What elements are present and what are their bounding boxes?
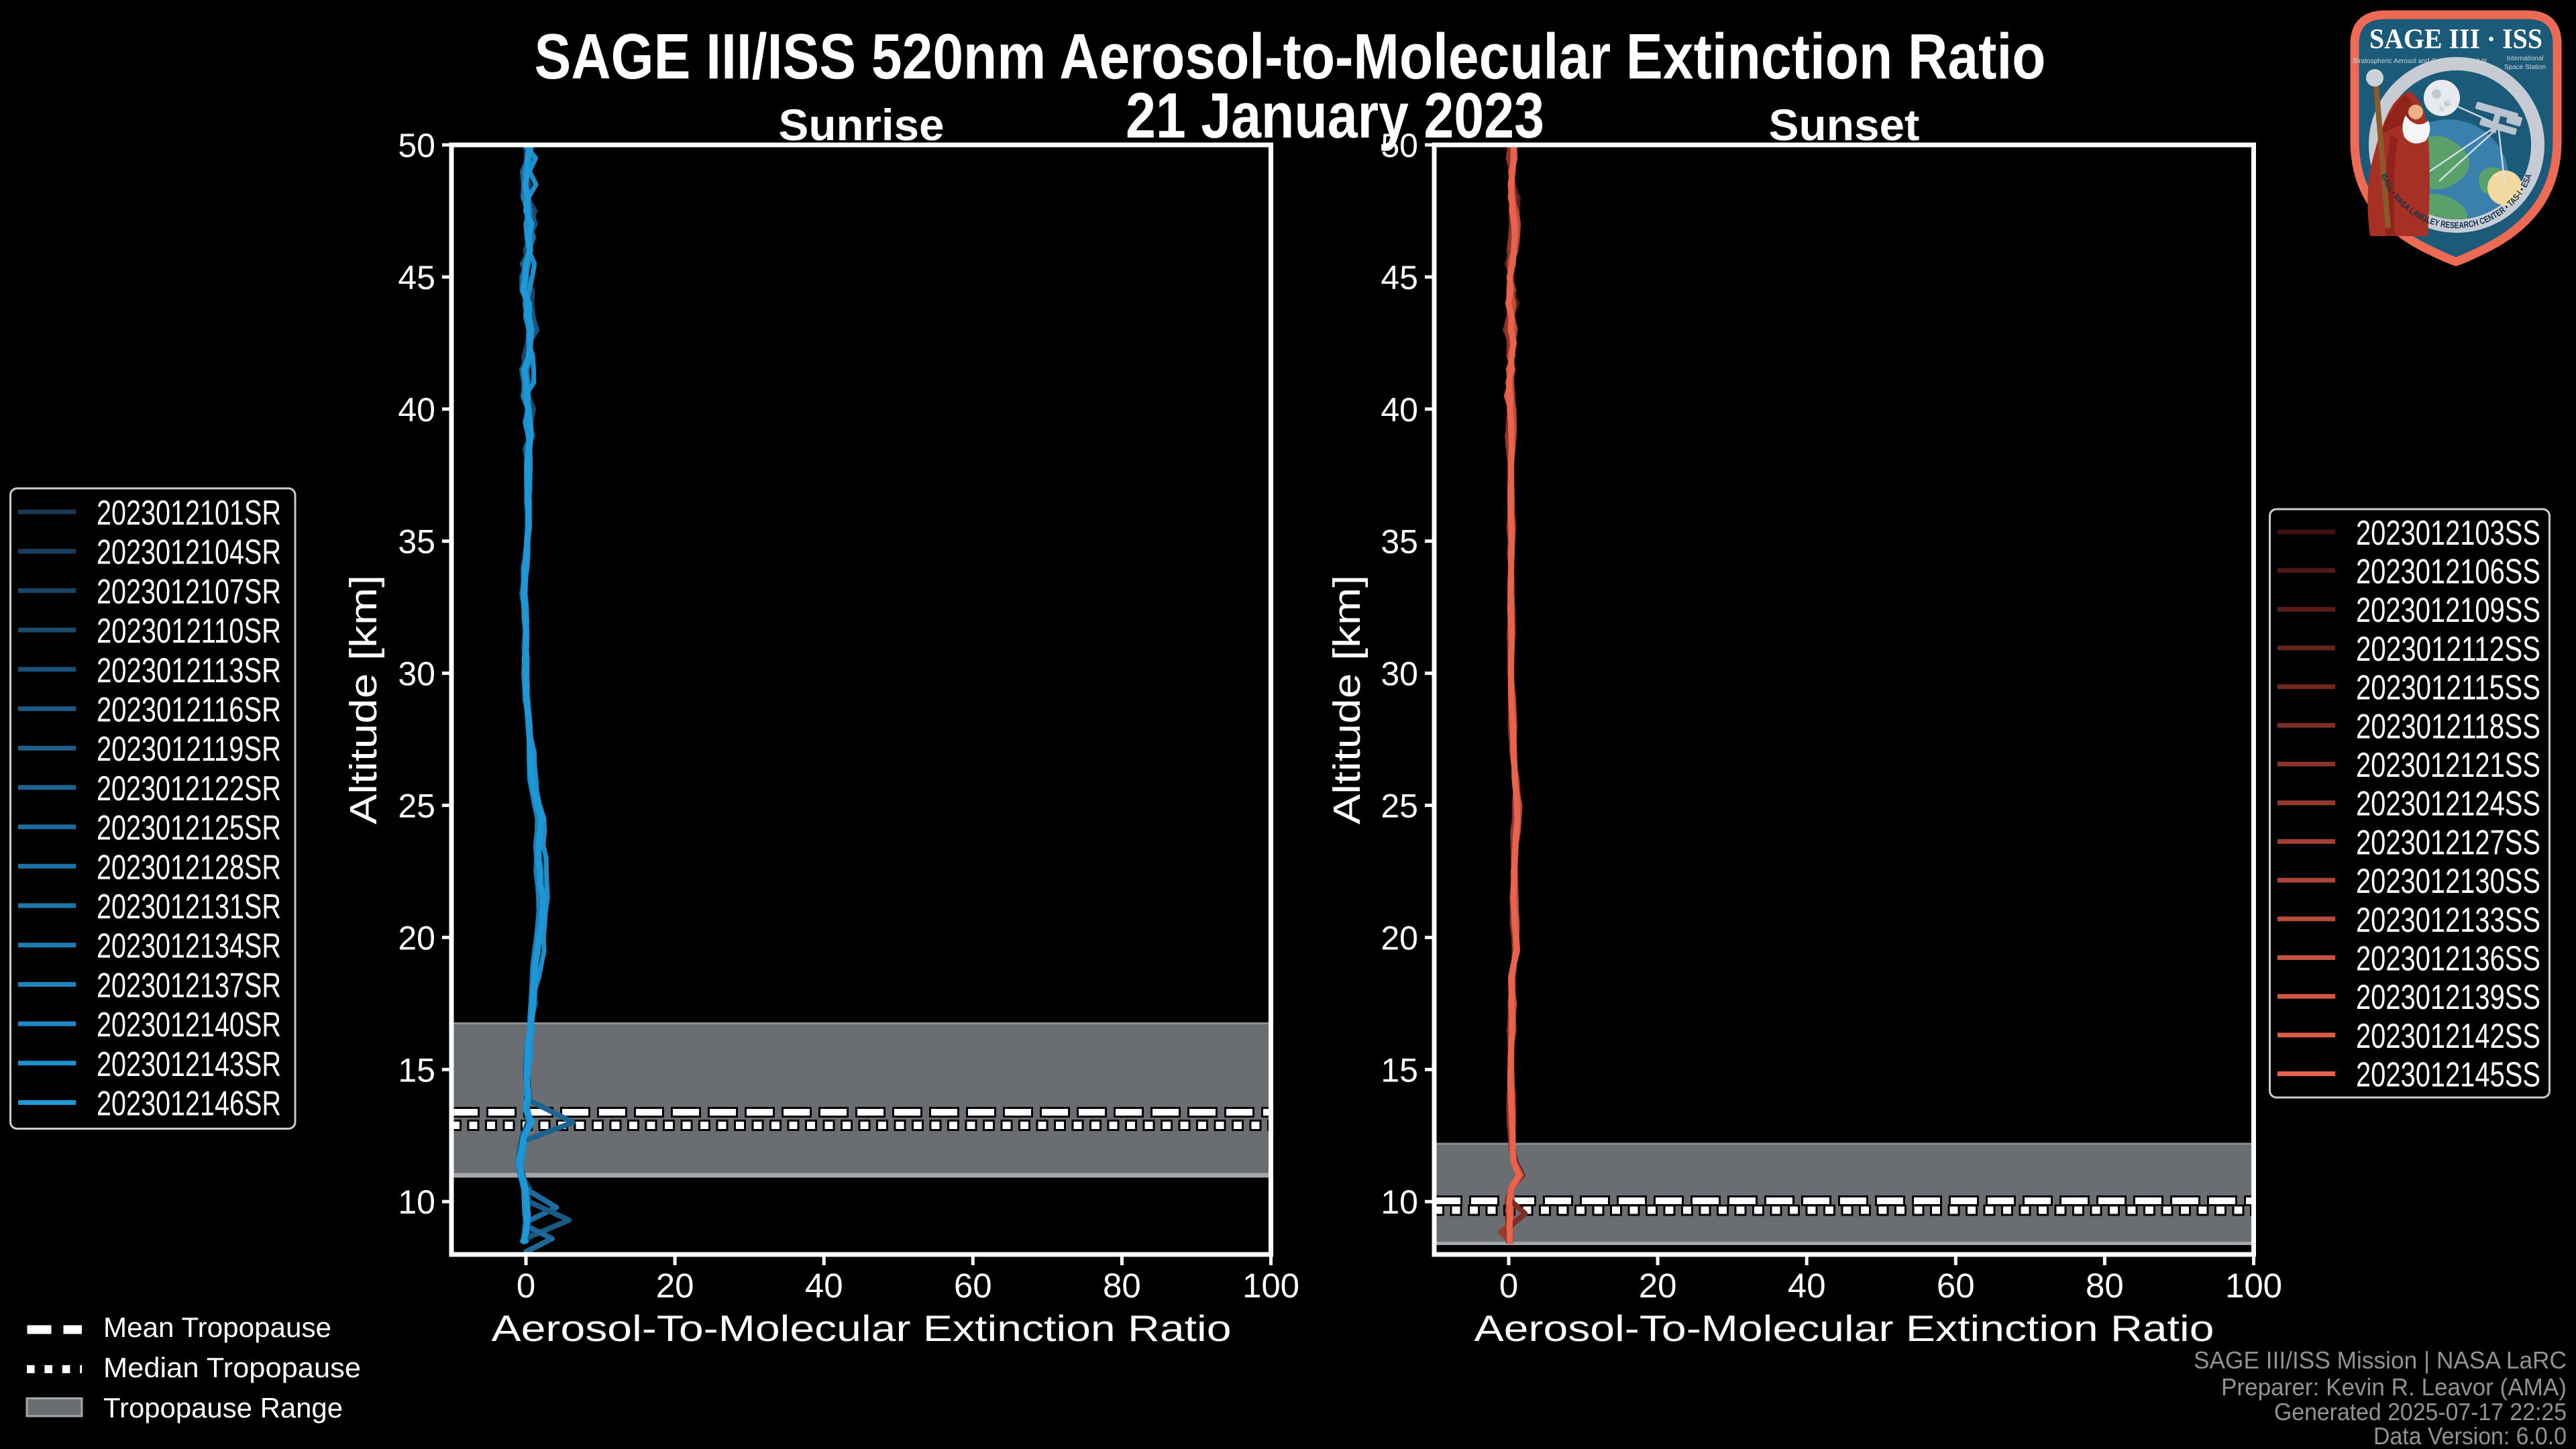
svg-text:10: 10 bbox=[398, 1183, 435, 1221]
svg-text:45: 45 bbox=[398, 259, 435, 297]
svg-text:20: 20 bbox=[1381, 919, 1418, 957]
svg-text:0: 0 bbox=[517, 1267, 535, 1305]
svg-text:10: 10 bbox=[1381, 1183, 1418, 1221]
svg-text:2023012146SR: 2023012146SR bbox=[97, 1085, 281, 1124]
svg-text:2023012101SR: 2023012101SR bbox=[97, 494, 281, 533]
svg-text:80: 80 bbox=[1103, 1267, 1141, 1305]
svg-text:2023012112SS: 2023012112SS bbox=[2356, 630, 2540, 669]
svg-text:SAGE III · ISS: SAGE III · ISS bbox=[2369, 24, 2542, 55]
svg-text:2023012115SS: 2023012115SS bbox=[2356, 669, 2540, 708]
svg-text:Mean Tropopause: Mean Tropopause bbox=[103, 1311, 331, 1343]
svg-text:2023012104SR: 2023012104SR bbox=[97, 533, 281, 572]
svg-text:2023012133SS: 2023012133SS bbox=[2356, 901, 2540, 940]
svg-text:2023012139SS: 2023012139SS bbox=[2356, 978, 2540, 1017]
svg-text:2023012137SR: 2023012137SR bbox=[97, 966, 281, 1005]
svg-text:20: 20 bbox=[398, 919, 435, 957]
svg-text:Altitude [km]: Altitude [km] bbox=[1326, 575, 1368, 824]
svg-text:2023012107SR: 2023012107SR bbox=[97, 572, 281, 611]
svg-text:0: 0 bbox=[1499, 1267, 1518, 1305]
svg-text:SAGE III/ISS Mission | NASA La: SAGE III/ISS Mission | NASA LaRC bbox=[2194, 1346, 2567, 1374]
svg-text:2023012113SR: 2023012113SR bbox=[97, 651, 281, 690]
svg-text:Space Station: Space Station bbox=[2504, 64, 2546, 71]
svg-text:2023012109SS: 2023012109SS bbox=[2356, 591, 2540, 630]
svg-text:Data Version: 6.0.0: Data Version: 6.0.0 bbox=[2373, 1422, 2567, 1449]
svg-text:2023012127SS: 2023012127SS bbox=[2356, 823, 2540, 862]
svg-text:100: 100 bbox=[1242, 1267, 1299, 1305]
svg-text:21 January 2023: 21 January 2023 bbox=[1126, 80, 1544, 152]
svg-text:2023012106SS: 2023012106SS bbox=[2356, 553, 2540, 592]
svg-text:2023012145SS: 2023012145SS bbox=[2356, 1056, 2540, 1095]
svg-text:2023012131SR: 2023012131SR bbox=[97, 888, 281, 926]
svg-text:60: 60 bbox=[1937, 1267, 1975, 1305]
svg-text:2023012125SR: 2023012125SR bbox=[97, 809, 281, 848]
svg-text:35: 35 bbox=[1381, 523, 1418, 561]
svg-text:2023012121SS: 2023012121SS bbox=[2356, 746, 2540, 785]
svg-text:Sunrise: Sunrise bbox=[779, 100, 945, 150]
svg-text:2023012128SR: 2023012128SR bbox=[97, 848, 281, 887]
svg-text:Stratospheric Aerosol and Gas: Stratospheric Aerosol and Gas Experiment… bbox=[2353, 58, 2487, 65]
svg-text:60: 60 bbox=[954, 1267, 992, 1305]
svg-text:Tropopause Range: Tropopause Range bbox=[103, 1392, 343, 1424]
svg-text:Generated 2025-07-17 22:25: Generated 2025-07-17 22:25 bbox=[2274, 1398, 2567, 1426]
svg-text:Aerosol-To-Molecular Extinctio: Aerosol-To-Molecular Extinction Ratio bbox=[1474, 1307, 2214, 1349]
svg-text:20: 20 bbox=[1639, 1267, 1677, 1305]
svg-text:40: 40 bbox=[805, 1267, 843, 1305]
svg-text:2023012130SS: 2023012130SS bbox=[2356, 862, 2540, 901]
svg-text:35: 35 bbox=[398, 523, 435, 561]
svg-text:100: 100 bbox=[2225, 1267, 2282, 1305]
svg-text:80: 80 bbox=[2086, 1267, 2124, 1305]
svg-text:15: 15 bbox=[1381, 1051, 1418, 1089]
svg-text:2023012122SR: 2023012122SR bbox=[97, 769, 281, 808]
svg-text:Median Tropopause: Median Tropopause bbox=[103, 1352, 361, 1383]
svg-text:SAGE III/ISS 520nm Aerosol-to-: SAGE III/ISS 520nm Aerosol-to-Molecular … bbox=[535, 21, 2046, 93]
svg-text:2023012110SR: 2023012110SR bbox=[97, 612, 281, 651]
svg-text:2023012134SR: 2023012134SR bbox=[97, 927, 281, 966]
svg-text:Sunset: Sunset bbox=[1769, 100, 1920, 150]
svg-text:50: 50 bbox=[1381, 127, 1418, 164]
svg-text:2023012103SS: 2023012103SS bbox=[2356, 514, 2540, 553]
svg-text:25: 25 bbox=[398, 788, 435, 825]
svg-text:2023012142SS: 2023012142SS bbox=[2356, 1017, 2540, 1056]
svg-text:45: 45 bbox=[1381, 259, 1418, 297]
svg-text:2023012116SR: 2023012116SR bbox=[97, 691, 281, 730]
svg-text:Altitude [km]: Altitude [km] bbox=[342, 575, 385, 824]
svg-text:2023012140SR: 2023012140SR bbox=[97, 1006, 281, 1044]
svg-text:Preparer: Kevin R. Leavor (AMA: Preparer: Kevin R. Leavor (AMA) bbox=[2221, 1373, 2567, 1401]
svg-text:40: 40 bbox=[398, 391, 435, 429]
svg-text:20: 20 bbox=[656, 1267, 694, 1305]
svg-text:2023012136SS: 2023012136SS bbox=[2356, 940, 2540, 979]
svg-text:2023012143SR: 2023012143SR bbox=[97, 1045, 281, 1084]
svg-text:2023012118SS: 2023012118SS bbox=[2356, 707, 2540, 746]
svg-text:30: 30 bbox=[1381, 655, 1418, 693]
svg-text:International: International bbox=[2506, 55, 2543, 62]
svg-text:30: 30 bbox=[398, 655, 435, 693]
svg-text:25: 25 bbox=[1381, 788, 1418, 825]
svg-text:40: 40 bbox=[1381, 391, 1418, 429]
svg-text:40: 40 bbox=[1788, 1267, 1826, 1305]
svg-text:50: 50 bbox=[398, 127, 435, 164]
svg-text:Aerosol-To-Molecular Extinctio: Aerosol-To-Molecular Extinction Ratio bbox=[492, 1307, 1232, 1349]
svg-text:15: 15 bbox=[398, 1051, 435, 1089]
svg-text:2023012124SS: 2023012124SS bbox=[2356, 785, 2540, 824]
svg-text:2023012119SR: 2023012119SR bbox=[97, 730, 281, 769]
